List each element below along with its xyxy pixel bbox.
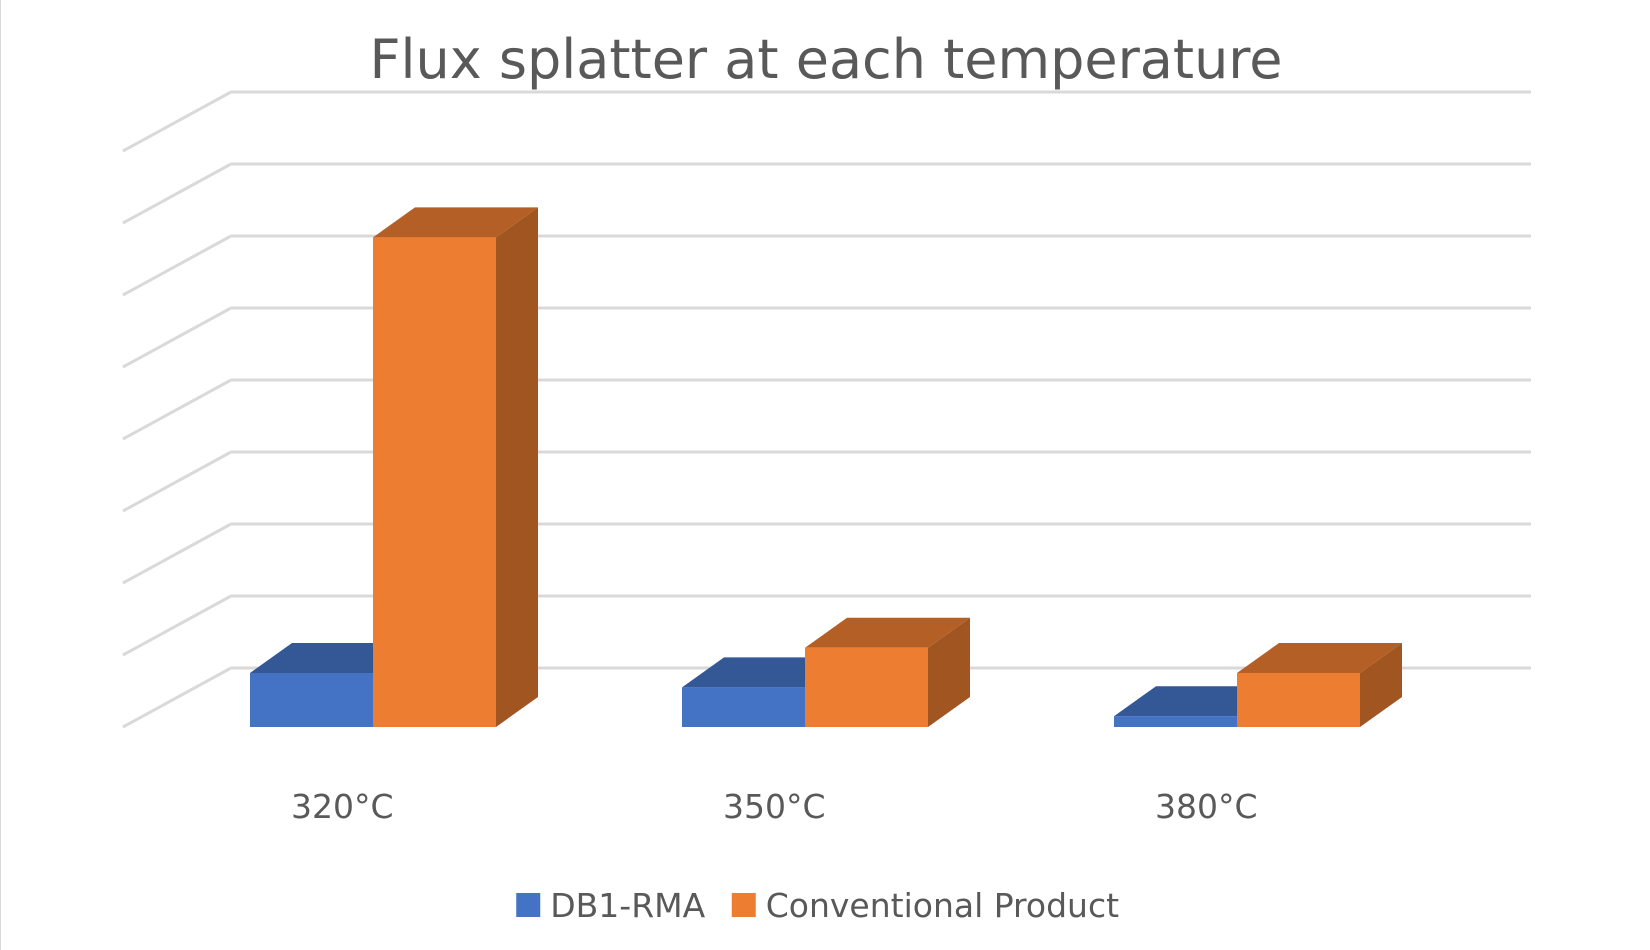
side-wall-gridline bbox=[122, 522, 232, 585]
bar-top bbox=[373, 207, 538, 238]
bar-front bbox=[682, 687, 805, 727]
x-axis: 320°C 350°C 380°C bbox=[291, 787, 1258, 826]
x-tick-label: 380°C bbox=[1155, 787, 1258, 826]
legend-label: Conventional Product bbox=[766, 886, 1119, 925]
bar-conventional-product-0 bbox=[373, 207, 538, 727]
legend-swatch bbox=[731, 893, 756, 917]
x-tick-label: 350°C bbox=[723, 787, 826, 826]
bar-top bbox=[805, 617, 970, 648]
legend: DB1-RMA Conventional Product bbox=[516, 886, 1119, 925]
side-wall-gridline bbox=[122, 234, 232, 297]
bar-side bbox=[496, 207, 538, 727]
x-tick-label: 320°C bbox=[291, 787, 394, 826]
side-wall-gridline bbox=[122, 666, 232, 729]
side-wall-gridline bbox=[122, 90, 232, 153]
bar-front bbox=[805, 647, 928, 727]
side-wall-gridline bbox=[122, 378, 232, 441]
bar-front bbox=[1114, 716, 1237, 727]
bar-front bbox=[373, 237, 496, 727]
chart-title: Flux splatter at each temperature bbox=[369, 28, 1282, 91]
bar-top bbox=[1237, 643, 1402, 673]
bars bbox=[250, 207, 1402, 727]
legend-item-conventional-product: Conventional Product bbox=[731, 886, 1119, 925]
bar-conventional-product-1 bbox=[805, 617, 970, 727]
legend-item-db1-rma: DB1-RMA bbox=[516, 886, 706, 925]
bar-conventional-product-2 bbox=[1237, 643, 1402, 727]
bar-side bbox=[928, 617, 970, 727]
bar-front bbox=[250, 673, 373, 727]
side-wall-gridline bbox=[122, 162, 232, 225]
side-wall-gridline bbox=[122, 594, 232, 657]
gridlines bbox=[122, 90, 1531, 729]
legend-swatch bbox=[516, 893, 541, 917]
bar-side bbox=[1360, 643, 1402, 727]
bar-front bbox=[1237, 673, 1360, 727]
side-wall-gridline bbox=[122, 450, 232, 513]
side-wall-gridline bbox=[122, 306, 232, 369]
legend-label: DB1-RMA bbox=[550, 886, 705, 925]
